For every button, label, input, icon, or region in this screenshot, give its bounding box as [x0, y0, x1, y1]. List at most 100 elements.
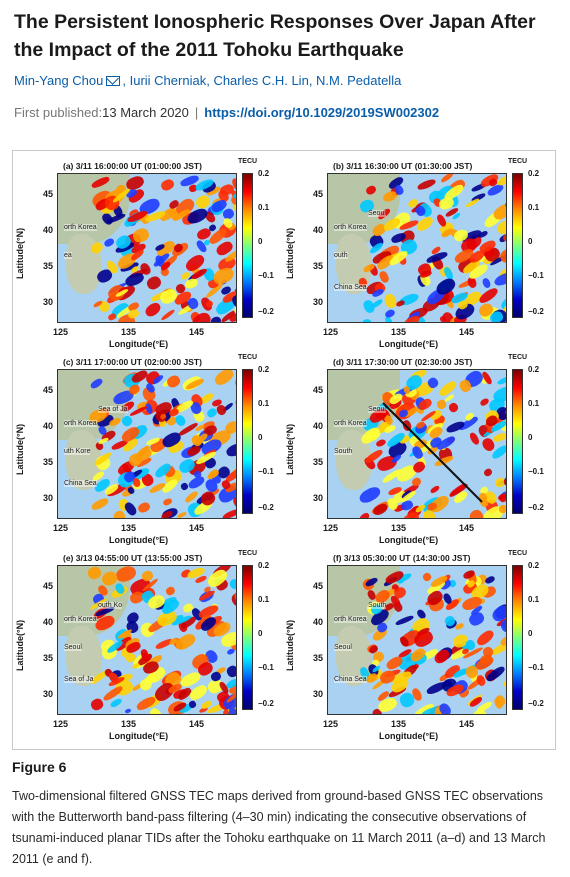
tec-anomaly-blob: [496, 375, 506, 386]
colorbar-label: TECU: [238, 158, 258, 165]
tec-anomaly-blob: [161, 497, 173, 507]
tec-anomaly-blob: [361, 298, 376, 315]
tec-anomaly-blob: [416, 178, 437, 192]
tec-anomaly-blob: [106, 312, 117, 321]
first-published-label: First published:: [14, 105, 103, 120]
tec-anomaly-blob: [506, 255, 507, 272]
envelope-icon[interactable]: [106, 76, 121, 86]
tec-anomaly-blob: [447, 401, 461, 415]
tec-anomaly-blob: [89, 495, 110, 512]
author-link[interactable]: N.M. Pedatella: [316, 73, 402, 88]
colorbar-tick-label: 0.1: [528, 595, 540, 604]
doi-link[interactable]: https://doi.org/10.1029/2019SW002302: [204, 105, 440, 120]
tec-anomaly-blob: [188, 699, 198, 709]
x-tick-label: 145: [459, 719, 475, 729]
tec-anomaly-blob: [123, 500, 139, 517]
map-place-label: outh: [334, 252, 348, 259]
x-tick-label: 125: [53, 327, 69, 337]
y-tick-label: 35: [43, 261, 54, 271]
map-place-label: China Sea: [334, 676, 367, 683]
tec-map-panel: (b) 3/11 16:30:00 UT (01:30:00 JST) TECU o…: [283, 158, 553, 356]
tec-map-panel: (d) 3/11 17:30:00 UT (02:30:00 JST) TECU o…: [283, 354, 553, 552]
colorbar-label: TECU: [238, 550, 258, 557]
map-place-label: Seoul: [334, 644, 352, 651]
tec-anomaly-blob: [506, 390, 507, 405]
map-place-label: ea: [64, 252, 72, 259]
y-tick-label: 30: [313, 493, 324, 503]
colorbar-tick-label: 0: [258, 237, 263, 246]
author-link[interactable]: Min-Yang Chou: [14, 73, 104, 88]
x-tick-label: 135: [121, 719, 137, 729]
tec-anomaly-blob: [233, 375, 236, 389]
map-place-label: China Sea: [334, 284, 367, 291]
panel-title: (a) 3/11 16:00:00 UT (01:00:00 JST): [63, 161, 202, 171]
tec-anomaly-blob: [225, 664, 236, 679]
tec-anomaly-blob: [233, 403, 236, 417]
colorbar-label: TECU: [508, 550, 528, 557]
panel-title: (d) 3/11 17:30:00 UT (02:30:00 JST): [333, 357, 473, 367]
colorbar: [242, 173, 253, 318]
colorbar-tick-label: 0.2: [258, 561, 270, 570]
colorbar-tick-label: 0: [528, 629, 533, 638]
x-axis-label: Longitude(°E): [379, 731, 439, 741]
x-axis-label: Longitude(°E): [109, 731, 169, 741]
panel-title: (f) 3/13 05:30:00 UT (14:30:00 JST): [333, 553, 471, 563]
tec-anomaly-blob: [89, 696, 105, 712]
colorbar-tick-label: −0.2: [528, 503, 544, 512]
panel-title: (c) 3/11 17:00:00 UT (02:00:00 JST): [63, 357, 202, 367]
article-title: The Persistent Ionospheric Responses Ove…: [14, 11, 536, 61]
colorbar-tick-label: 0: [258, 433, 263, 442]
author-link[interactable]: Iurii Cherniak: [129, 73, 207, 88]
map-place-label: orth Korea: [64, 224, 97, 231]
tec-map: orth Korea Seoul South China Sea: [327, 565, 507, 715]
tec-anomaly-blob: [475, 628, 497, 648]
tec-anomaly-blob: [160, 308, 176, 322]
x-tick-label: 145: [459, 523, 475, 533]
author-link[interactable]: Charles C.H. Lin: [213, 73, 309, 88]
publication-info: First published:13 March 2020 | https://do…: [14, 105, 439, 120]
y-tick-label: 30: [313, 689, 324, 699]
y-tick-label: 45: [313, 385, 324, 395]
colorbar: [512, 369, 523, 514]
map-place-label: outh Ko: [98, 602, 123, 609]
tec-anomaly-blob: [375, 438, 388, 448]
y-tick-label: 35: [43, 653, 54, 663]
tec-anomaly-blob: [395, 299, 406, 308]
y-tick-label: 30: [313, 297, 324, 307]
tec-map: orth Korea outh Seoul China Sea: [327, 173, 507, 323]
colorbar-tick-label: 0: [258, 629, 263, 638]
y-tick-label: 30: [43, 493, 54, 503]
colorbar-tick-label: 0.2: [528, 561, 540, 570]
tec-anomaly-blob: [414, 214, 435, 234]
tec-anomaly-blob: [165, 373, 183, 390]
tec-anomaly-blob: [212, 370, 236, 388]
x-axis-label: Longitude(°E): [379, 339, 439, 349]
map-place-label: Seoul: [368, 210, 386, 217]
tec-anomaly-blob: [159, 178, 176, 193]
tec-anomaly-blob: [210, 315, 223, 322]
tec-anomaly-blob: [429, 484, 441, 495]
first-published-date: 13 March 2020: [102, 105, 189, 120]
colorbar-tick-label: 0.1: [258, 399, 270, 408]
y-tick-label: 45: [43, 189, 54, 199]
tec-anomaly-blob: [505, 566, 506, 579]
figure-image[interactable]: (a) 3/11 16:00:00 UT (01:00:00 JST) TECU o…: [12, 150, 556, 750]
colorbar-tick-label: −0.1: [528, 663, 544, 672]
x-axis-label: Longitude(°E): [379, 535, 439, 545]
x-tick-label: 125: [53, 719, 69, 729]
tec-anomaly-blob: [233, 398, 236, 411]
colorbar-tick-label: 0.2: [258, 169, 270, 178]
tec-anomaly-blob: [359, 317, 376, 322]
tec-map: orth Korea ea: [57, 173, 237, 323]
map-place-label: orth Korea: [334, 616, 367, 623]
colorbar-tick-label: −0.2: [258, 503, 274, 512]
colorbar-label: TECU: [508, 354, 528, 361]
map-place-label: China Sea: [64, 480, 97, 487]
y-axis-label: Latitude(°N): [15, 227, 25, 279]
tec-anomaly-blob: [371, 501, 389, 517]
map-place-label: Seoul: [368, 406, 386, 413]
tec-anomaly-blob: [394, 614, 414, 627]
figure-caption: Two-dimensional filtered GNSS TEC maps d…: [12, 789, 546, 866]
map-place-label: orth Korea: [334, 420, 367, 427]
x-tick-label: 135: [391, 327, 407, 337]
